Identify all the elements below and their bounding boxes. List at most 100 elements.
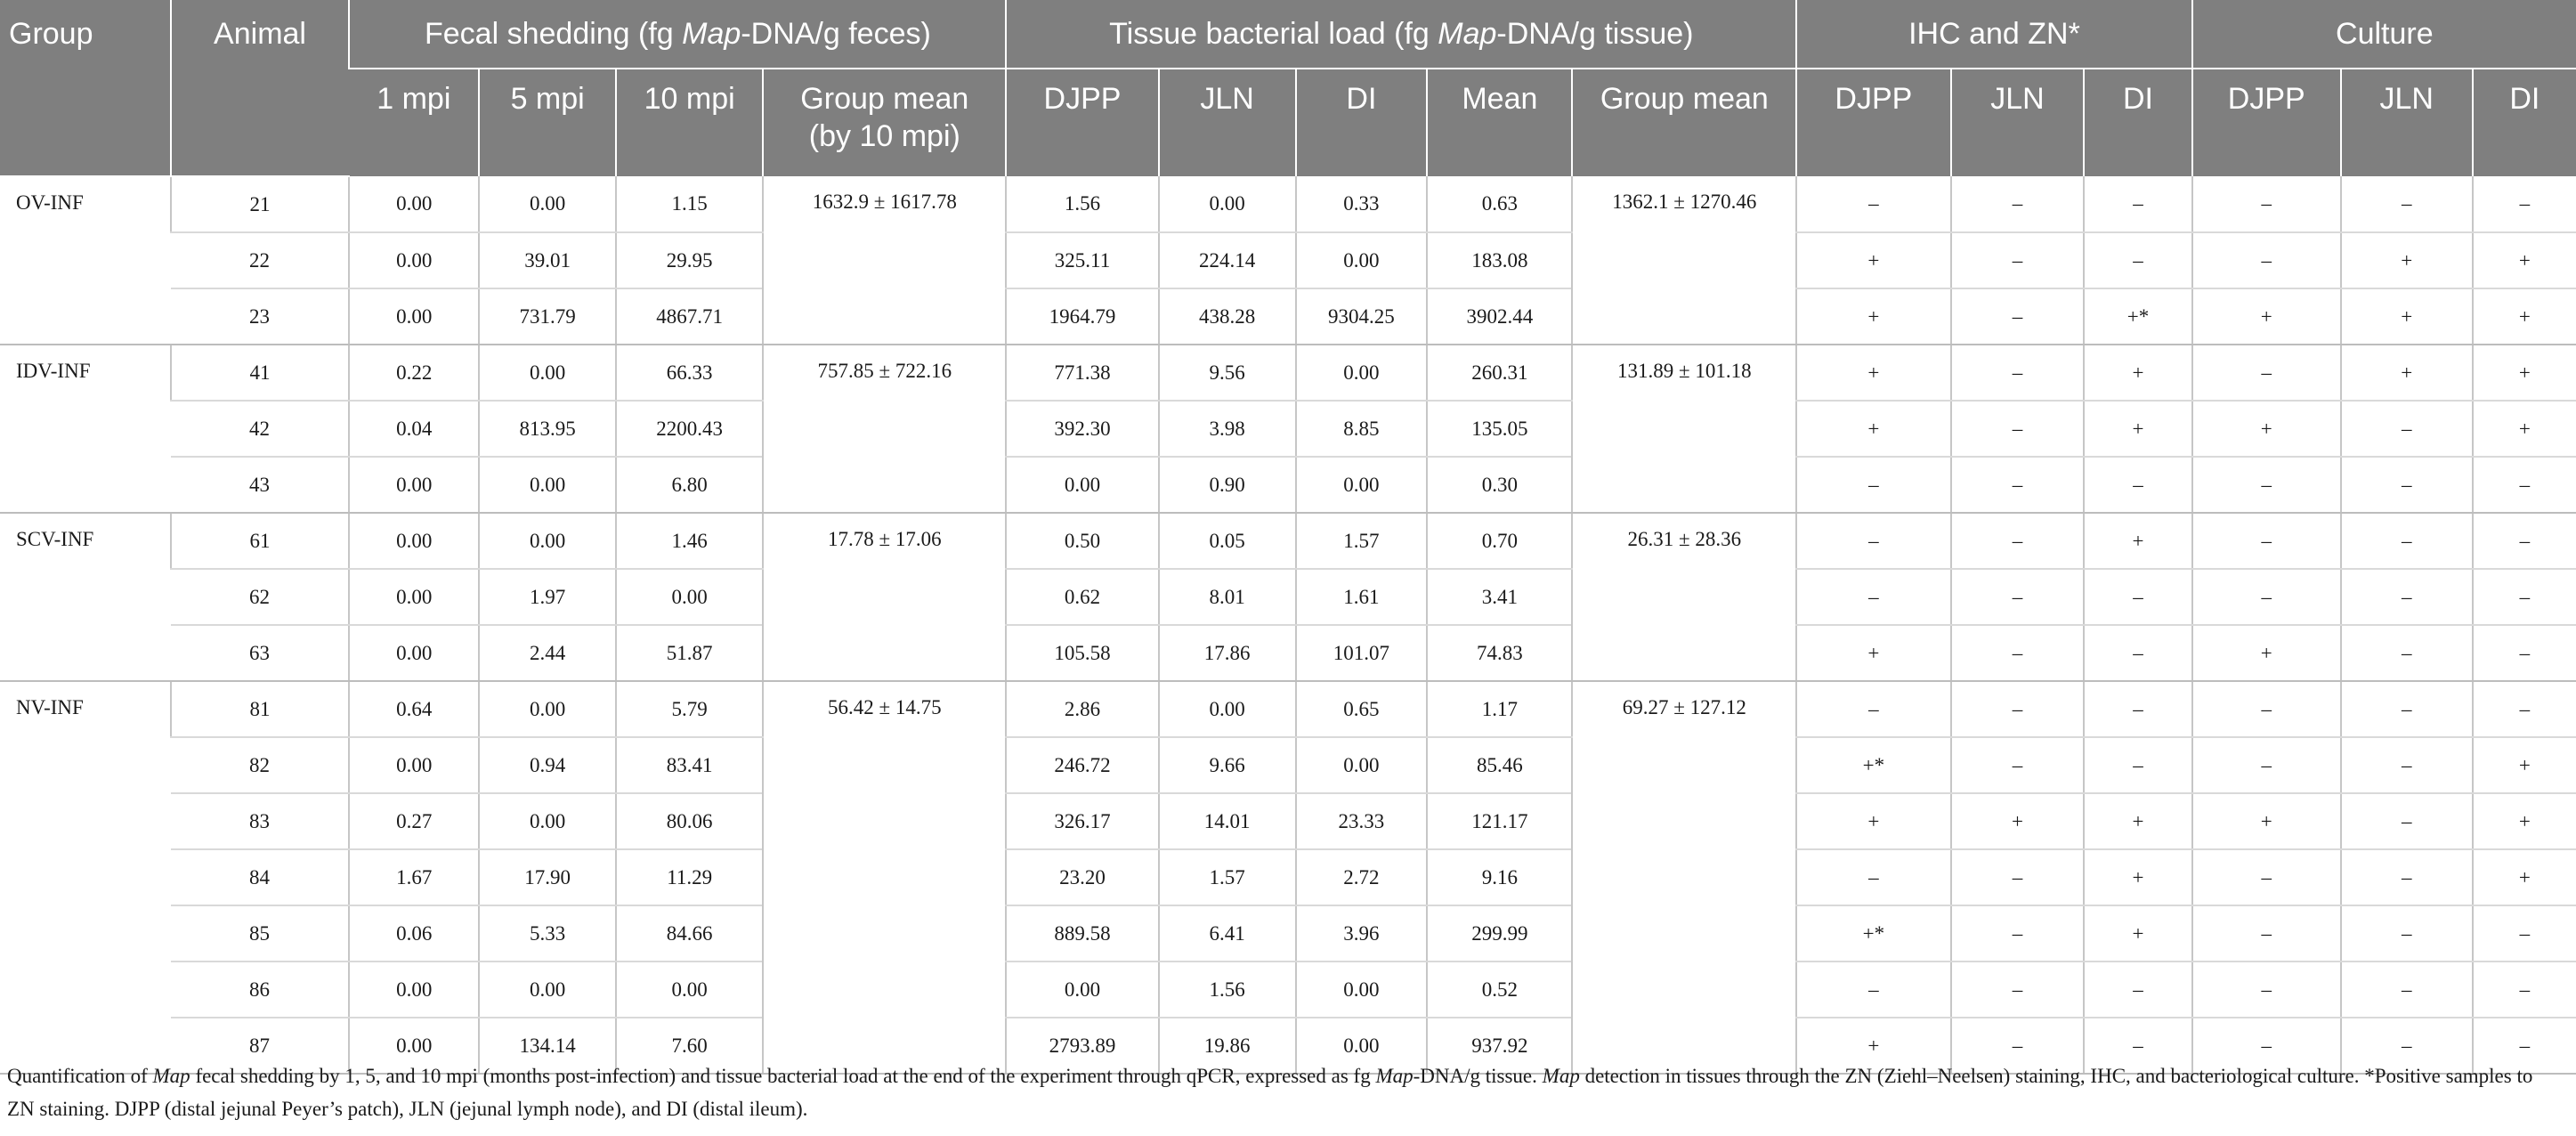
cul-jln-cell: + <box>2339 288 2473 345</box>
animal-cell: 63 <box>170 625 350 682</box>
ihc-djpp-cell: – <box>1795 176 1951 233</box>
table-row: 87 0.00 134.14 7.60 2793.89 19.86 0.00 937.92 + –… <box>0 1018 2576 1075</box>
tissue-djpp-cell: 0.00 <box>1005 457 1159 514</box>
cul-di-cell: + <box>2471 849 2576 906</box>
tissue-di-cell: 0.00 <box>1294 232 1428 289</box>
mpi5-cell: 0.00 <box>478 345 617 402</box>
mpi1-cell: 1.67 <box>348 849 480 906</box>
tissue-jln-cell: 9.66 <box>1157 737 1296 794</box>
fecal-group-mean-header: Group mean (by 10 mpi) <box>762 69 1007 176</box>
ihc-jln-cell: – <box>1949 737 2085 794</box>
ihc-jln-cell: – <box>1949 176 2085 233</box>
table-header: Group Animal Fecal shedding (fg Map-DNA/… <box>0 0 2576 177</box>
table-row: 82 0.00 0.94 83.41 246.72 9.66 0.00 85.46 +* – – – –… <box>0 737 2576 794</box>
mpi1-cell: 0.00 <box>348 513 480 570</box>
mpi10-cell: 1.15 <box>615 176 764 233</box>
tissue-mean-cell: 0.30 <box>1426 457 1573 514</box>
ihc-di-cell: – <box>2083 457 2192 514</box>
tissue-djpp-cell: 771.38 <box>1005 345 1159 402</box>
mpi1-cell: 0.04 <box>348 401 480 458</box>
ihc-di-cell: +* <box>2083 288 2192 345</box>
mpi5-cell: 17.90 <box>478 849 617 906</box>
tissue-mean-cell: 121.17 <box>1426 793 1573 850</box>
tissue-mean-cell: 183.08 <box>1426 232 1573 289</box>
tissue-djpp-header: DJPP <box>1005 69 1159 176</box>
fecal-group-mean-cell: 1632.9 ± 1617.78 <box>762 176 1007 345</box>
cul-djpp-cell: – <box>2191 1018 2341 1075</box>
ihc-jln-cell: – <box>1949 849 2085 906</box>
table-row: 86 0.00 0.00 0.00 0.00 1.56 0.00 0.52– – – – – – <box>0 962 2576 1018</box>
tissue-djpp-cell: 325.11 <box>1005 232 1159 289</box>
ihc-jln-cell: – <box>1949 345 2085 402</box>
tissue-djpp-cell: 326.17 <box>1005 793 1159 850</box>
table-row: 22 0.00 39.01 29.95 325.11 224.14 0.00 183.08 + –… <box>0 232 2576 289</box>
mpi10-cell: 5.79 <box>615 681 764 738</box>
tissue-mean-cell: 74.83 <box>1426 625 1573 682</box>
ihc-jln-cell: – <box>1949 569 2085 626</box>
cul-jln-cell: + <box>2339 232 2473 289</box>
culture-djpp-header: DJPP <box>2191 69 2341 176</box>
table-row: IDV-INF 41 0.22 0.00 66.33 757.85 ± 722.16 771… <box>0 345 2576 514</box>
mpi5-cell: 0.00 <box>478 962 617 1018</box>
tissue-mean-cell: 299.99 <box>1426 905 1573 962</box>
tissue-mean-cell: 1.17 <box>1426 681 1573 738</box>
tissue-di-cell: 101.07 <box>1294 625 1428 682</box>
tissue-mean-header: Mean <box>1426 69 1573 176</box>
mpi10-cell: 4867.71 <box>615 288 764 345</box>
group-name-cell: OV-INF <box>0 176 171 345</box>
ihc-di-cell: – <box>2083 1018 2192 1075</box>
tissue-di-cell: 1.57 <box>1294 513 1428 570</box>
cul-jln-cell: – <box>2339 569 2473 626</box>
tissue-di-cell: 0.33 <box>1294 176 1428 233</box>
cul-djpp-cell: – <box>2191 345 2341 402</box>
mpi5-header: 5 mpi <box>478 69 617 176</box>
ihc-di-cell: – <box>2083 625 2192 682</box>
table-body: OV-INF 21 0.00 0.00 1.15 1632.9 ± 1617.78 1.56… <box>0 176 2576 1075</box>
animal-cell: 41 <box>169 345 350 402</box>
animal-cell: 23 <box>170 288 350 345</box>
group-name-cell: IDV-INF <box>0 345 171 514</box>
ihc-djpp-cell: – <box>1795 457 1951 514</box>
tissue-group-mean-cell: 1362.1 ± 1270.46 <box>1571 176 1797 345</box>
tissue-di-cell: 8.85 <box>1294 401 1428 458</box>
mpi1-cell: 0.00 <box>348 1018 480 1075</box>
mpi10-cell: 84.66 <box>615 905 764 962</box>
mpi1-cell: 0.27 <box>348 793 480 850</box>
mpi5-cell: 0.00 <box>478 176 617 233</box>
ihc-di-cell: + <box>2083 345 2192 402</box>
culture-jln-header: JLN <box>2339 69 2473 176</box>
cul-jln-cell: + <box>2339 345 2473 402</box>
mpi1-cell: 0.00 <box>348 962 480 1018</box>
tissue-di-cell: 3.96 <box>1294 905 1428 962</box>
tissue-mean-cell: 9.16 <box>1426 849 1573 906</box>
mpi1-cell: 0.00 <box>348 288 480 345</box>
tissue-jln-cell: 6.41 <box>1157 905 1296 962</box>
animal-cell: 43 <box>170 457 350 514</box>
mpi5-cell: 0.00 <box>478 513 617 570</box>
ihc-djpp-cell: +* <box>1795 905 1951 962</box>
ihc-di-cell: + <box>2083 401 2192 458</box>
table-row: 84 1.67 17.90 11.29 23.20 1.57 2.72 9.16– – + – – + <box>0 849 2576 906</box>
results-table: Group Animal Fecal shedding (fg Map-DNA/… <box>0 0 2576 1075</box>
group-name-cell: NV-INF <box>0 681 171 1075</box>
tissue-load-header: Tissue bacterial load (fg Map-DNA/g tiss… <box>1005 0 1797 69</box>
cul-djpp-cell: – <box>2191 176 2341 233</box>
ihc-djpp-cell: + <box>1795 232 1951 289</box>
tissue-mean-cell: 0.63 <box>1426 176 1573 233</box>
tissue-djpp-cell: 246.72 <box>1005 737 1159 794</box>
tissue-djpp-cell: 1.56 <box>1005 176 1159 233</box>
tissue-djpp-cell: 2.86 <box>1005 681 1159 738</box>
ihc-di-cell: – <box>2083 569 2192 626</box>
tissue-di-header: DI <box>1294 69 1428 176</box>
cul-di-cell: + <box>2471 793 2576 850</box>
tissue-mean-cell: 85.46 <box>1426 737 1573 794</box>
fecal-group-mean-cell: 56.42 ± 14.75 <box>762 681 1007 1075</box>
tissue-djpp-cell: 2793.89 <box>1005 1018 1159 1075</box>
mpi10-cell: 0.00 <box>615 962 764 1018</box>
mpi10-cell: 6.80 <box>615 457 764 514</box>
mpi5-cell: 0.00 <box>478 457 617 514</box>
table-row: 85 0.06 5.33 84.66 889.58 6.41 3.96 299.99 +* – + –… <box>0 905 2576 962</box>
ihc-di-cell: – <box>2083 962 2192 1018</box>
ihc-di-cell: + <box>2083 793 2192 850</box>
cul-di-cell: – <box>2471 176 2576 233</box>
